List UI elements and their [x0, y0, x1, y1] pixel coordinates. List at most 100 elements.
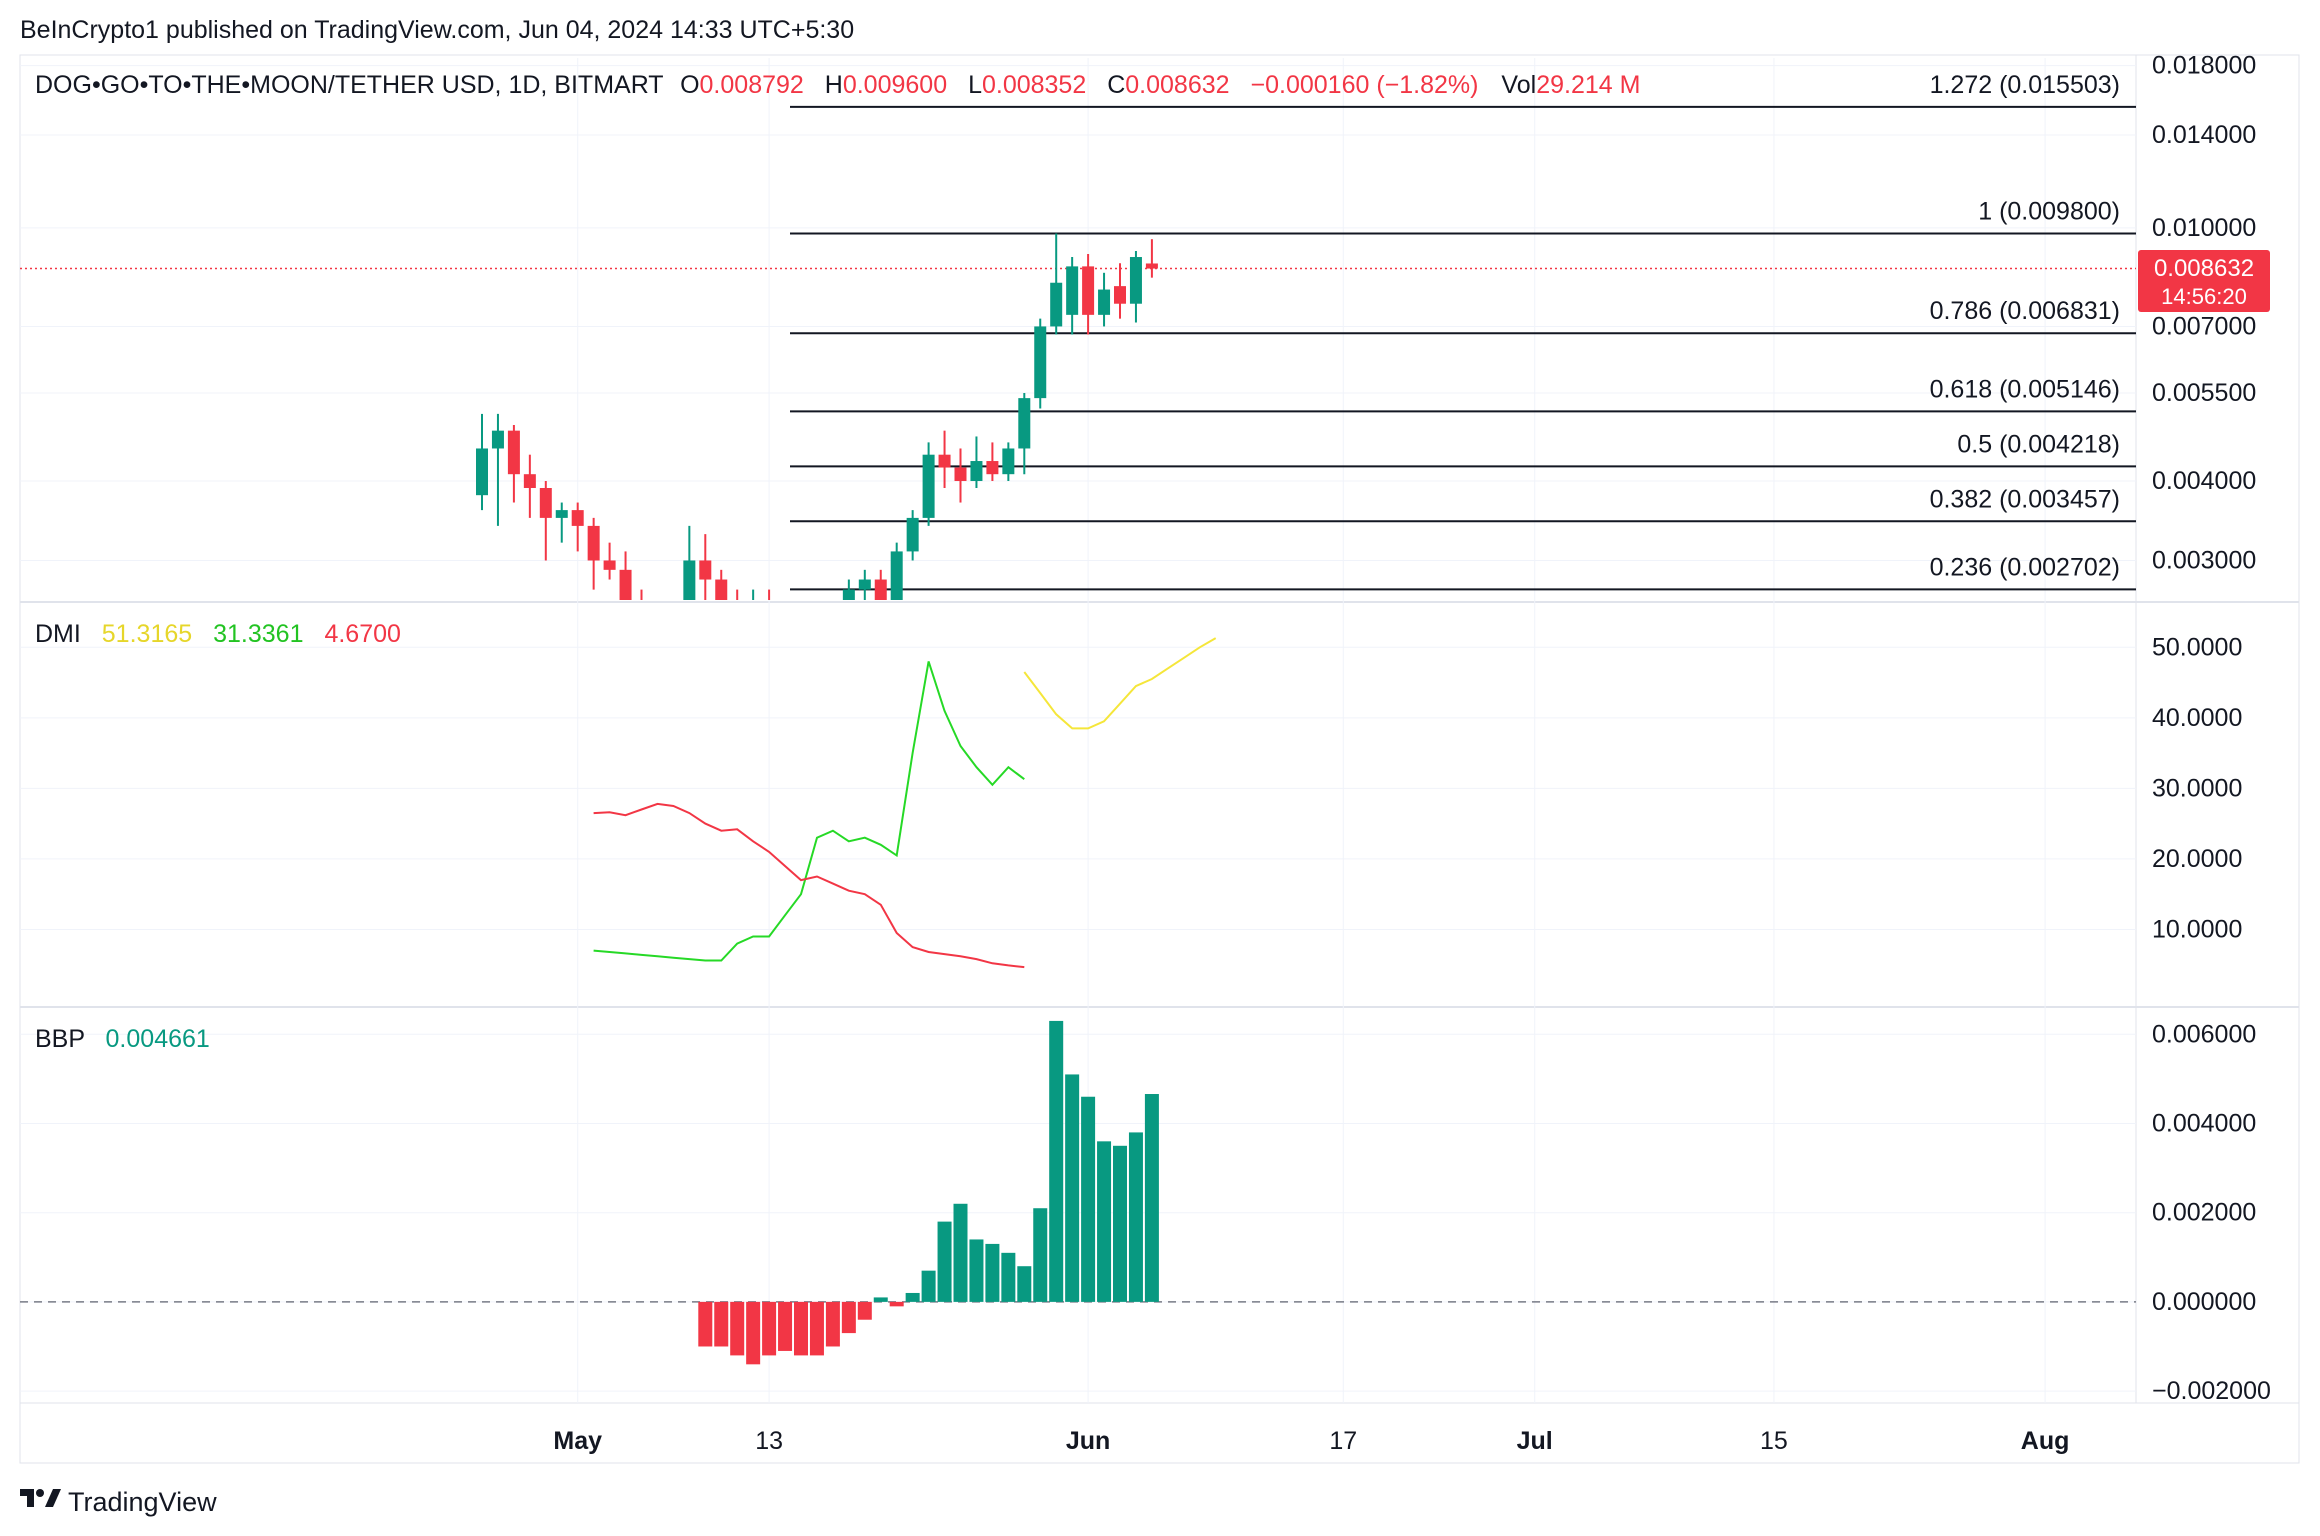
- candle-body: [795, 622, 807, 624]
- x-tick-label: May: [553, 1427, 602, 1455]
- bbp-bar: [778, 1301, 793, 1351]
- candle-body: [715, 579, 728, 600]
- close-value: 0.008632: [1125, 71, 1229, 99]
- price-tick-label: 0.010000: [2152, 214, 2256, 242]
- candle-body: [890, 551, 903, 600]
- candle-body: [874, 579, 887, 600]
- candle-body: [1018, 398, 1031, 449]
- close-label: C: [1107, 71, 1125, 99]
- price-tick-label: 0.007000: [2152, 312, 2256, 340]
- bbp-bar: [794, 1301, 808, 1356]
- candle-body: [938, 454, 951, 468]
- candle-body: [779, 611, 791, 622]
- bbp-tick-label: 0.006000: [2152, 1020, 2256, 1048]
- low-label: L: [968, 71, 982, 99]
- candle-body: [667, 622, 679, 634]
- bbp-bar: [889, 1301, 904, 1307]
- candle-body: [555, 510, 568, 518]
- price-tick-label: 0.004000: [2152, 467, 2256, 495]
- candle-body: [731, 600, 743, 622]
- candle-body: [922, 454, 935, 518]
- bbp-tick-label: 0.002000: [2152, 1199, 2256, 1227]
- axes: May 13 Jun 17 Jul 15 Aug 0.018000 0.014000 0.0100…: [553, 52, 2270, 1455]
- dmi-minus-value: 4.6700: [324, 620, 400, 648]
- bbp-bar: [905, 1292, 920, 1302]
- price-tick-label: 0.014000: [2152, 121, 2256, 149]
- volume-label: Vol: [1501, 71, 1536, 99]
- candle-body: [842, 589, 855, 600]
- candle-body: [507, 430, 520, 475]
- candle-body: [491, 430, 504, 449]
- candle-body: [571, 510, 584, 526]
- candle-body: [1002, 448, 1015, 475]
- dmi-legend[interactable]: DMI 51.3165 31.3361 4.6700: [35, 620, 401, 648]
- candle-body: [1082, 266, 1095, 315]
- candle-group: [476, 233, 1158, 634]
- fib-level-label: 1 (0.009800): [1978, 198, 2120, 226]
- bbp-bar: [730, 1301, 745, 1356]
- bbp-bar: [746, 1301, 761, 1365]
- x-tick-label: Jun: [1066, 1427, 1110, 1455]
- bbp-bar: [1033, 1208, 1048, 1302]
- fib-level-label: 0.786 (0.006831): [1930, 297, 2120, 325]
- bbp-bar: [714, 1301, 729, 1347]
- x-tick-label: 13: [755, 1427, 783, 1455]
- fib-level-label: 0.382 (0.003457): [1930, 485, 2120, 513]
- bbp-bar: [937, 1221, 952, 1302]
- bbp-value: 0.004661: [106, 1025, 210, 1053]
- fib-retracement[interactable]: 1.272 (0.015503) 1 (0.009800) 0.786 (0.006…: [790, 71, 2136, 591]
- dmi-tick-label: 10.0000: [2152, 915, 2242, 943]
- tradingview-brand: TradingView: [68, 1487, 217, 1517]
- x-tick-label: 15: [1760, 1427, 1788, 1455]
- bbp-bar: [953, 1203, 968, 1302]
- bbp-bar: [969, 1239, 984, 1302]
- fib-level-label: 1.272 (0.015503): [1930, 71, 2120, 99]
- bbp-bar: [1081, 1096, 1096, 1302]
- bbp-tick-label: 0.000000: [2152, 1288, 2256, 1316]
- candles: [476, 233, 1158, 634]
- last-price-value: 0.008632: [2154, 255, 2254, 282]
- candle-body: [954, 467, 967, 482]
- candle-body: [827, 611, 839, 622]
- bbp-bar: [1113, 1145, 1127, 1302]
- symbol-title[interactable]: DOG•GO•TO•THE•MOON/TETHER USD, 1D, BITMA…: [35, 71, 663, 99]
- bbp-bar: [1144, 1094, 1159, 1302]
- candle-body: [858, 579, 871, 590]
- candle-body: [603, 560, 616, 570]
- tradingview-logo[interactable]: TradingView: [20, 1487, 217, 1517]
- bbp-bar: [1128, 1132, 1143, 1302]
- bbp-bar: [857, 1301, 872, 1320]
- dmi-series-line: [1023, 637, 1217, 730]
- candle-body: [906, 517, 919, 552]
- candle-body: [699, 560, 712, 580]
- price-tick-label: 0.003000: [2152, 546, 2256, 574]
- x-tick-label: Jul: [1517, 1427, 1553, 1455]
- bbp-bar: [1097, 1141, 1112, 1302]
- high-label: H: [825, 71, 843, 99]
- fib-level-label: 0.236 (0.002702): [1930, 553, 2120, 581]
- change-value: −0.000160 (−1.82%): [1251, 71, 1479, 99]
- candle-body: [970, 461, 983, 482]
- candle-body: [539, 488, 552, 518]
- price-tick-label: 0.005500: [2152, 379, 2256, 407]
- volume-value: 29.214 M: [1536, 71, 1640, 99]
- candle-body: [683, 560, 696, 600]
- open-label: O: [680, 71, 699, 99]
- bbp-legend-name: BBP: [35, 1025, 85, 1053]
- bbp-tick-label: 0.004000: [2152, 1109, 2256, 1137]
- dmi-adx-value: 51.3165: [102, 620, 192, 648]
- bbp-bar: [762, 1301, 777, 1356]
- candle-body: [747, 600, 759, 622]
- dmi-plus-value: 31.3361: [213, 620, 303, 648]
- dmi-tick-label: 40.0000: [2152, 704, 2242, 732]
- bbp-bar: [921, 1270, 936, 1302]
- high-value: 0.009600: [843, 71, 947, 99]
- chart-frame: [19, 54, 2300, 1464]
- bar-countdown: 14:56:20: [2161, 284, 2247, 309]
- bbp-legend[interactable]: BBP 0.004661: [35, 1025, 210, 1053]
- bbp-tick-label: −0.002000: [2152, 1377, 2271, 1405]
- candle-body: [1129, 257, 1142, 304]
- candle-body: [1066, 266, 1079, 315]
- bbp-bar: [698, 1301, 713, 1347]
